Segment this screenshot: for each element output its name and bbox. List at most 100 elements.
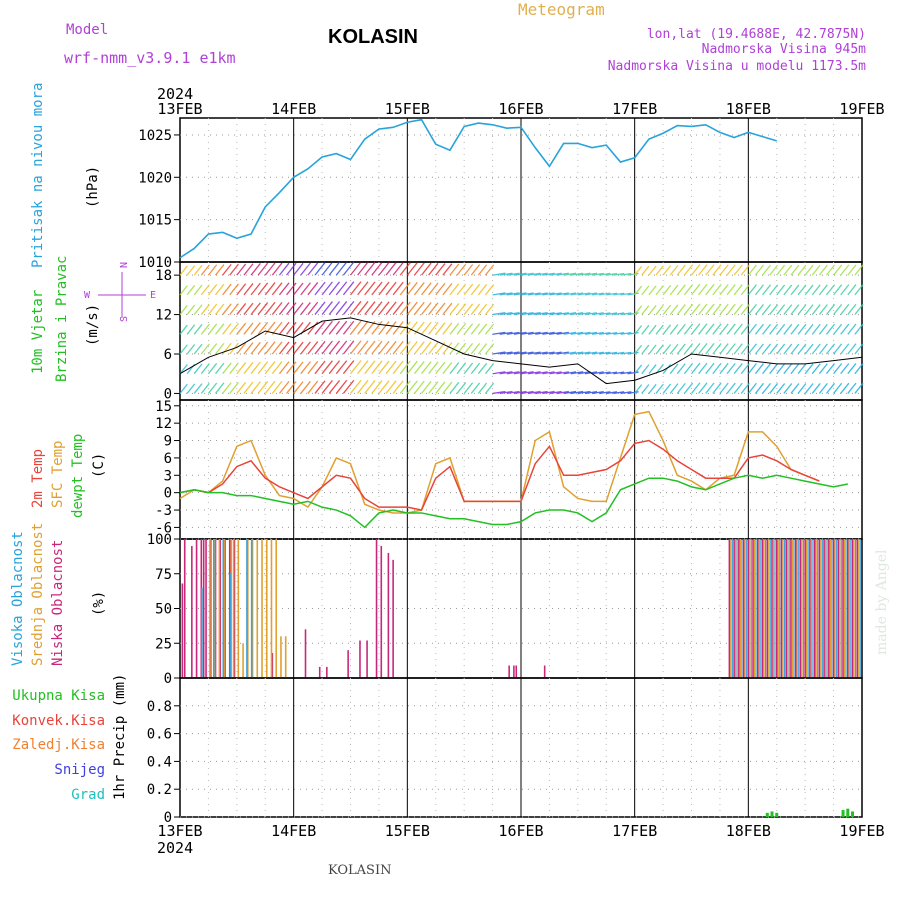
wind-barb xyxy=(413,361,425,375)
wind-barb xyxy=(833,343,843,355)
x-tick-label-bottom: 14FEB xyxy=(271,822,316,840)
wind-barb xyxy=(421,321,432,335)
wind-barb xyxy=(215,303,225,315)
wind-barb xyxy=(385,360,397,375)
wind-barb xyxy=(563,312,577,316)
wind-barb xyxy=(378,301,390,315)
wind-barb xyxy=(250,263,261,276)
wind-barb xyxy=(399,360,411,375)
wind-barb xyxy=(286,381,297,394)
wind-barb xyxy=(428,381,439,394)
y-tick-label: 0 xyxy=(164,671,172,687)
wind-barb xyxy=(733,382,743,394)
wind-barb xyxy=(825,323,836,335)
wind-barb xyxy=(833,323,843,335)
wind-barb xyxy=(477,343,488,355)
wind-barb xyxy=(364,360,376,375)
wind-barb xyxy=(556,272,569,276)
wind-barb xyxy=(733,284,743,296)
wind-barb xyxy=(371,360,383,375)
wind-barb xyxy=(222,362,232,375)
wind-barb xyxy=(599,391,611,395)
wind-barb xyxy=(705,283,715,296)
wind-barb xyxy=(229,263,239,276)
wind-barb xyxy=(378,261,390,276)
wind-barb xyxy=(406,341,418,355)
y-tick-label: 100 xyxy=(147,532,172,548)
wind-barb xyxy=(243,322,254,335)
wind-barb xyxy=(549,312,562,316)
wind-barb xyxy=(776,343,786,355)
wind-barb xyxy=(506,371,520,375)
wind-barb xyxy=(349,379,362,394)
wind-barb xyxy=(278,321,290,335)
wind-barb xyxy=(620,351,632,355)
y-tick-label: 9 xyxy=(164,434,172,450)
wind-barb xyxy=(264,341,276,355)
wind-barb xyxy=(371,261,383,276)
wind-barb xyxy=(342,379,355,394)
wind-barb xyxy=(179,383,188,394)
wind-barb xyxy=(435,361,446,375)
wind-barb xyxy=(307,301,319,315)
wind-barb xyxy=(314,340,326,355)
wind-barb xyxy=(243,361,254,375)
x-tick-label-bottom: 16FEB xyxy=(498,822,543,840)
wind-barb xyxy=(599,371,611,375)
wind-barb xyxy=(747,264,757,276)
wind-barb xyxy=(620,391,632,395)
wind-barb xyxy=(484,382,495,394)
wind-barb xyxy=(840,303,850,315)
wind-barb xyxy=(683,264,694,276)
wind-barb xyxy=(599,331,611,335)
wind-barb xyxy=(293,322,304,335)
wind-barb xyxy=(364,380,376,394)
wind-barb xyxy=(683,382,694,394)
wind-barb xyxy=(456,382,467,394)
wind-barb xyxy=(705,264,715,276)
precip-bar xyxy=(846,808,850,817)
wind-barb xyxy=(236,342,247,355)
wind-barb xyxy=(321,301,333,315)
y-tick-label: 1010 xyxy=(138,255,172,271)
cloud-label-low: Niska Oblacnost xyxy=(50,540,66,666)
wind-barb xyxy=(698,343,708,355)
precipitation-panel: 0 0.2 0.4 0.6 0.8 xyxy=(147,677,863,826)
wind-barb xyxy=(271,321,283,335)
wind-barb xyxy=(193,363,203,375)
wind-barb xyxy=(833,363,843,375)
wind-barb xyxy=(293,361,304,375)
wind-barb xyxy=(740,284,750,296)
wind-barb xyxy=(570,351,584,355)
wind-barb xyxy=(648,324,657,335)
wind-barb xyxy=(428,341,439,355)
wind-barb xyxy=(655,344,664,355)
wind-barb xyxy=(200,363,210,375)
wind-barb xyxy=(222,263,232,276)
wind-barb xyxy=(321,380,333,394)
wind-barb xyxy=(264,321,276,335)
wind-barb xyxy=(442,263,453,276)
wind-barb xyxy=(357,301,369,315)
wind-barb xyxy=(570,390,584,395)
wind-barb xyxy=(222,382,232,394)
wind-barb xyxy=(357,281,369,296)
wind-barb xyxy=(549,351,562,355)
wind-barb xyxy=(307,380,319,394)
wind-barb xyxy=(413,301,425,315)
wind-barb xyxy=(641,364,650,375)
wind-barb xyxy=(435,282,446,296)
wind-barb xyxy=(797,304,807,315)
wind-barb xyxy=(847,323,857,335)
wind-barb xyxy=(733,363,743,375)
wind-barb xyxy=(229,283,239,296)
y-tick-label: 50 xyxy=(155,602,172,618)
wind-barb xyxy=(250,361,261,375)
wind-barb xyxy=(435,263,446,276)
wind-barb xyxy=(378,340,390,355)
wind-barb xyxy=(392,380,404,394)
wind-barb xyxy=(634,344,643,355)
wind-barb xyxy=(328,379,341,394)
wind-barb xyxy=(442,381,453,394)
wind-barb xyxy=(676,382,686,394)
